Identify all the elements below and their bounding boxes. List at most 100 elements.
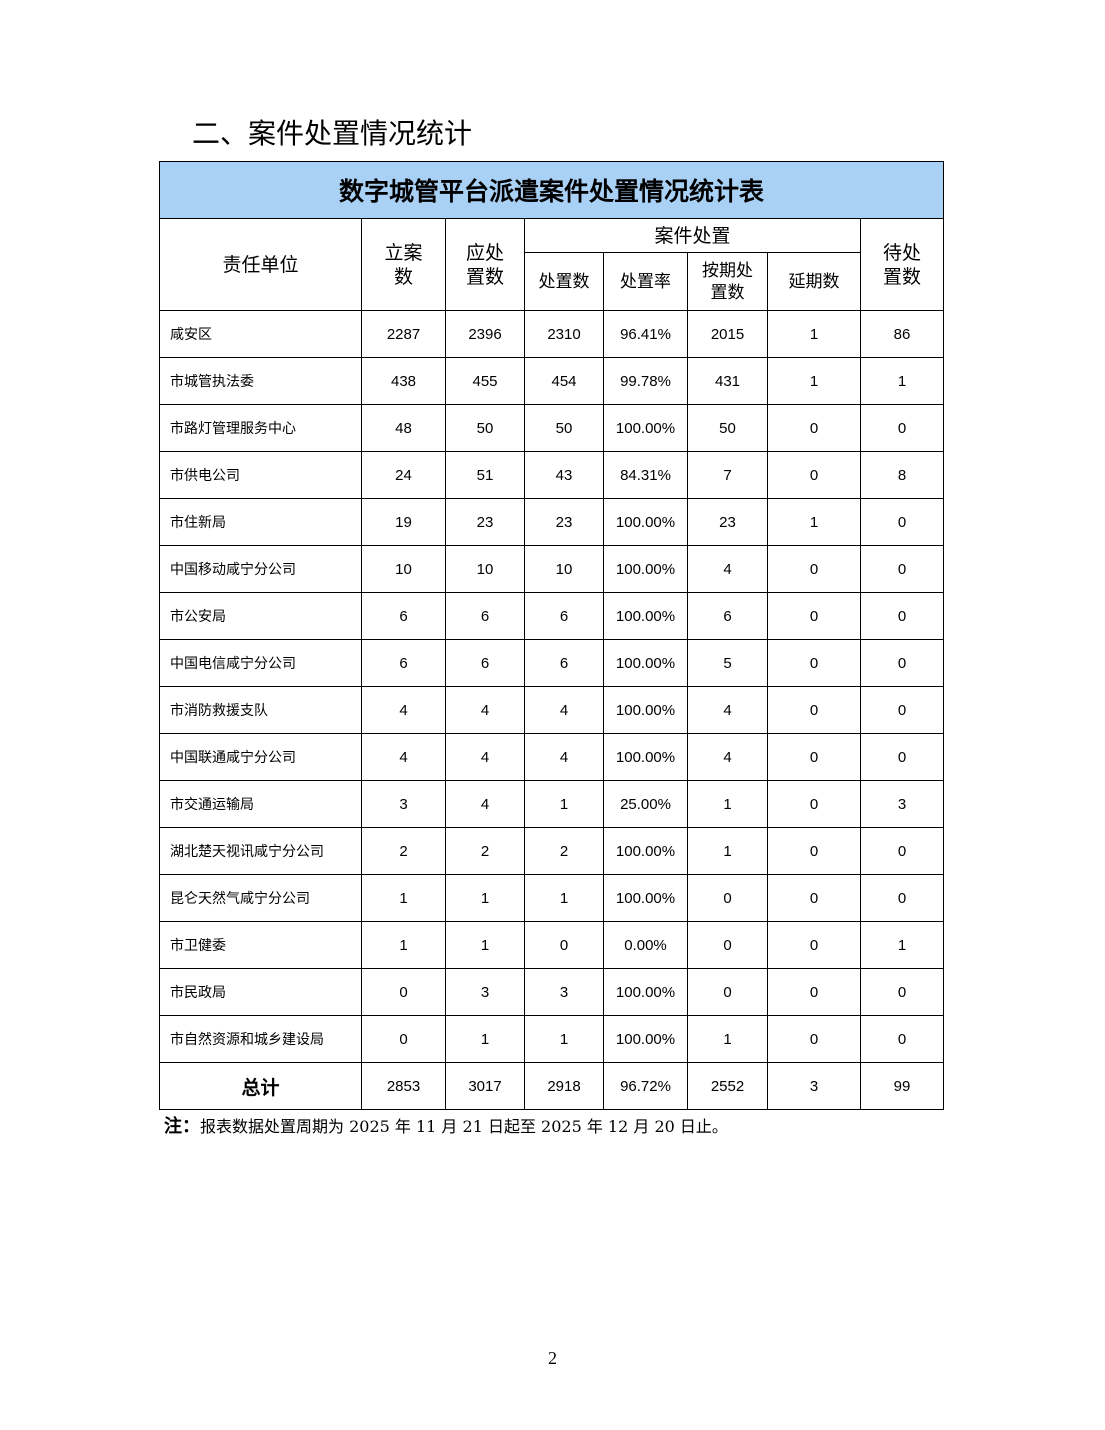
value-cell: 0 [767,921,861,969]
unit-name-cell: 市路灯管理服务中心 [159,404,362,452]
value-cell: 1 [524,874,604,922]
value-cell: 4 [445,686,525,734]
value-cell: 2015 [687,310,768,358]
case-statistics-table: 数字城管平台派遣案件处置情况统计表 责任单位 立案数 应处置数 案件处置 待处置… [158,161,945,1110]
table-row: 市住新局 19 23 23 100.00% 23 1 0 [159,498,945,546]
value-cell: 86 [859,310,945,358]
value-cell: 4 [445,733,525,781]
value-cell: 6 [445,639,525,687]
value-cell: 1 [524,780,604,828]
header-rate: 处置率 [603,252,688,311]
header-handled: 处置数 [524,252,604,311]
unit-name-cell: 市卫健委 [159,921,362,969]
value-cell: 1 [767,357,861,405]
value-cell: 0 [687,921,768,969]
unit-name-cell: 市消防救援支队 [159,686,362,734]
value-cell: 0 [767,545,861,593]
value-cell: 1 [361,921,446,969]
unit-name-cell: 市自然资源和城乡建设局 [159,1015,362,1063]
header-due: 应处置数 [445,218,525,311]
value-cell: 0 [767,686,861,734]
table-row: 市供电公司 24 51 43 84.31% 7 0 8 [159,451,945,499]
value-cell: 4 [687,686,768,734]
value-cell: 0 [859,592,945,640]
table-note: 注：报表数据处置周期为 2025 年 11 月 21 日起至 2025 年 12… [164,1112,728,1138]
value-cell: 100.00% [603,404,688,452]
value-cell: 0 [767,780,861,828]
value-cell: 455 [445,357,525,405]
value-cell: 0 [767,968,861,1016]
value-cell: 6 [361,639,446,687]
value-cell: 100.00% [603,498,688,546]
value-cell: 8 [859,451,945,499]
value-cell: 0.00% [603,921,688,969]
value-cell: 4 [687,545,768,593]
value-cell: 0 [687,874,768,922]
value-cell: 6 [524,639,604,687]
value-cell: 96.41% [603,310,688,358]
value-cell: 0 [767,451,861,499]
table-row: 中国移动咸宁分公司 10 10 10 100.00% 4 0 0 [159,545,945,593]
value-cell: 6 [445,592,525,640]
value-cell: 0 [859,733,945,781]
value-cell: 0 [524,921,604,969]
table-row: 市卫健委 1 1 0 0.00% 0 0 1 [159,921,945,969]
value-cell: 431 [687,357,768,405]
value-cell: 2552 [687,1062,768,1110]
value-cell: 100.00% [603,827,688,875]
unit-name-cell: 市交通运输局 [159,780,362,828]
total-row: 总计 2853 3017 2918 96.72% 2552 3 99 [159,1062,945,1110]
value-cell: 454 [524,357,604,405]
value-cell: 1 [524,1015,604,1063]
value-cell: 4 [361,686,446,734]
header-pending: 待处置数 [859,218,945,311]
value-cell: 2 [361,827,446,875]
value-cell: 100.00% [603,639,688,687]
table-row: 咸安区 2287 2396 2310 96.41% 2015 1 86 [159,310,945,358]
value-cell: 3017 [445,1062,525,1110]
value-cell: 0 [767,874,861,922]
table-row: 昆仑天然气咸宁分公司 1 1 1 100.00% 0 0 0 [159,874,945,922]
value-cell: 0 [859,545,945,593]
value-cell: 0 [859,1015,945,1063]
value-cell: 1 [859,921,945,969]
value-cell: 2 [445,827,525,875]
value-cell: 99 [859,1062,945,1110]
unit-name-cell: 市城管执法委 [159,357,362,405]
value-cell: 23 [524,498,604,546]
value-cell: 0 [767,1015,861,1063]
table-row: 市城管执法委 438 455 454 99.78% 431 1 1 [159,357,945,405]
value-cell: 43 [524,451,604,499]
value-cell: 0 [859,404,945,452]
value-cell: 100.00% [603,686,688,734]
value-cell: 1 [859,357,945,405]
table-row: 中国电信咸宁分公司 6 6 6 100.00% 5 0 0 [159,639,945,687]
value-cell: 23 [687,498,768,546]
value-cell: 0 [361,1015,446,1063]
value-cell: 1 [687,780,768,828]
value-cell: 100.00% [603,545,688,593]
value-cell: 48 [361,404,446,452]
value-cell: 1 [445,874,525,922]
table-row: 市交通运输局 3 4 1 25.00% 1 0 3 [159,780,945,828]
header-delayed: 延期数 [767,252,861,311]
value-cell: 19 [361,498,446,546]
unit-name-cell: 总计 [159,1062,362,1110]
value-cell: 3 [361,780,446,828]
value-cell: 4 [524,733,604,781]
value-cell: 50 [445,404,525,452]
value-cell: 1 [445,1015,525,1063]
value-cell: 2396 [445,310,525,358]
page-number: 2 [548,1348,557,1368]
value-cell: 3 [445,968,525,1016]
value-cell: 50 [524,404,604,452]
value-cell: 24 [361,451,446,499]
table-row: 市消防救援支队 4 4 4 100.00% 4 0 0 [159,686,945,734]
header-filed: 立案数 [361,218,446,311]
unit-name-cell: 湖北楚天视讯咸宁分公司 [159,827,362,875]
value-cell: 2853 [361,1062,446,1110]
value-cell: 0 [859,686,945,734]
value-cell: 2 [524,827,604,875]
value-cell: 0 [767,733,861,781]
value-cell: 25.00% [603,780,688,828]
